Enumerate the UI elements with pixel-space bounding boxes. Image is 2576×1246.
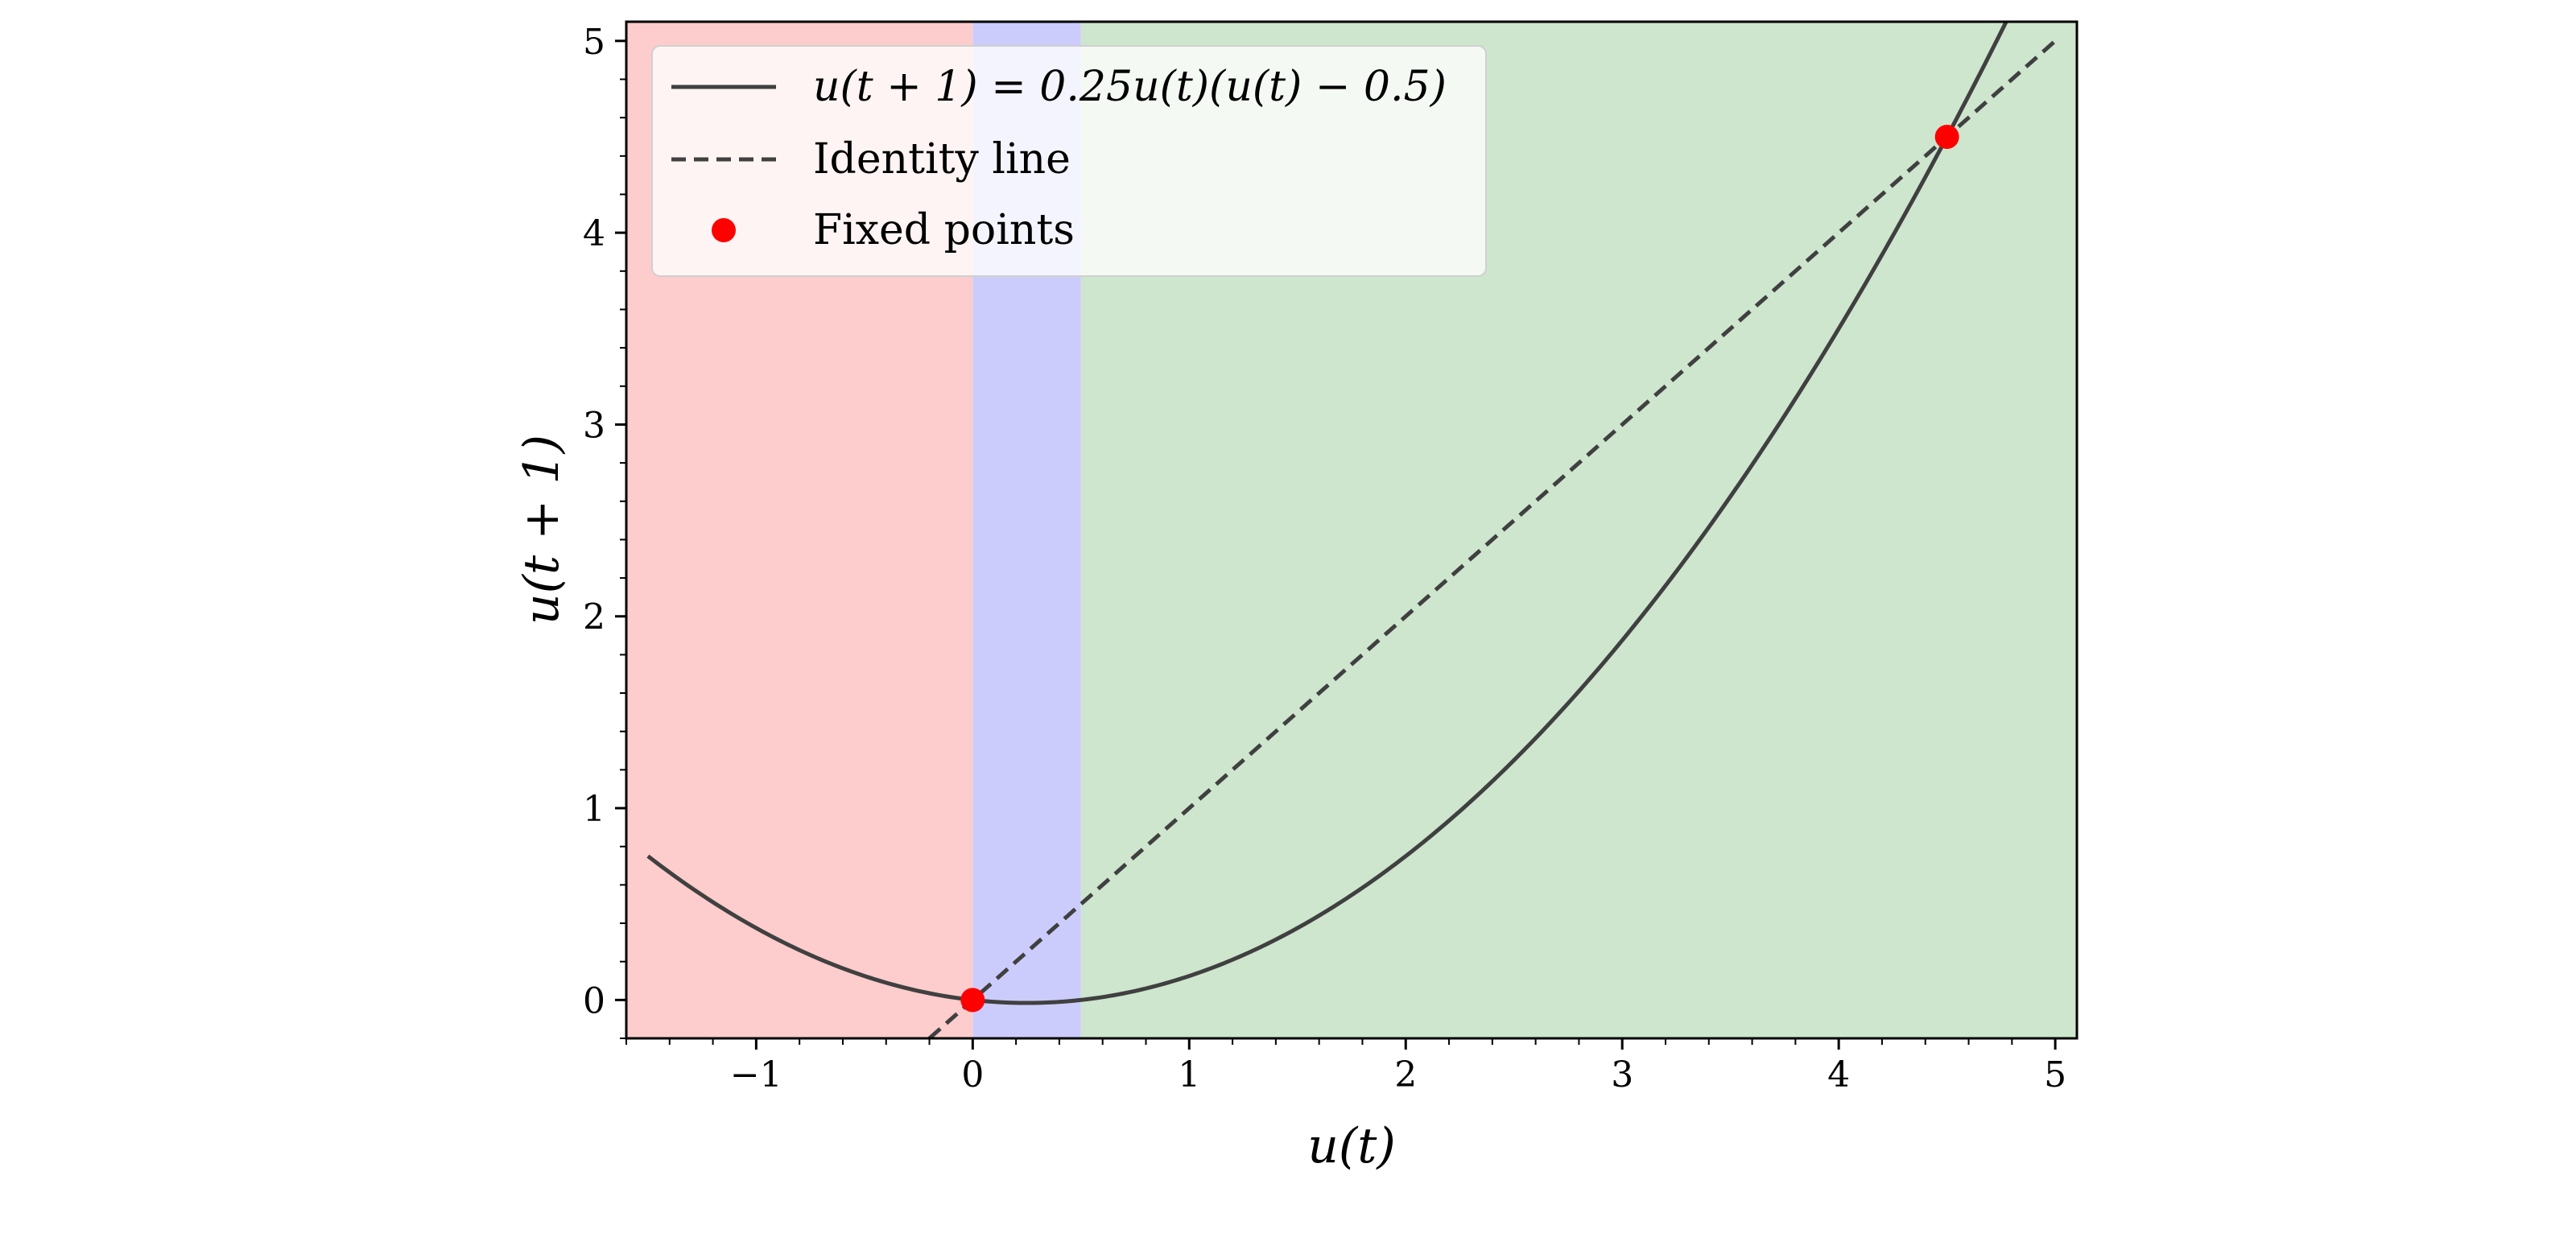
legend-label-identity: Identity line — [813, 135, 1071, 184]
legend: u(t + 1) = 0.25u(t)(u(t) − 0.5) Identity… — [651, 45, 1487, 277]
fixed-point-marker-0 — [960, 988, 985, 1013]
x-axis-label: u(t) — [1307, 1118, 1396, 1174]
y-tick-label: 5 — [583, 22, 605, 63]
y-axis-label: u(t + 1) — [514, 435, 570, 625]
y-tick-label: 2 — [583, 597, 605, 638]
y-tick-label: 0 — [583, 980, 605, 1021]
x-tick-label: 4 — [1827, 1054, 1850, 1095]
x-tick-label: 1 — [1178, 1054, 1200, 1095]
y-tick-label: 3 — [583, 405, 605, 446]
fixed-point-marker-1 — [1934, 124, 1959, 149]
identity-line — [927, 39, 2057, 1038]
x-tick-label: 3 — [1611, 1054, 1633, 1095]
plot-frame — [625, 20, 2079, 1040]
y-tick-label: 4 — [583, 213, 605, 254]
legend-fixed-point-marker — [712, 218, 736, 242]
legend-label-map: u(t + 1) = 0.25u(t)(u(t) − 0.5) — [813, 63, 1447, 111]
x-tick-label: 2 — [1394, 1054, 1417, 1095]
y-tick-label: 1 — [583, 789, 605, 830]
x-tick-label: −1 — [730, 1054, 782, 1095]
legend-label-fixed-points: Fixed points — [813, 206, 1075, 254]
x-tick-label: 0 — [961, 1054, 984, 1095]
map-curve — [646, 22, 2008, 1005]
legend-box — [651, 45, 1487, 277]
x-tick-label: 5 — [2044, 1054, 2066, 1095]
